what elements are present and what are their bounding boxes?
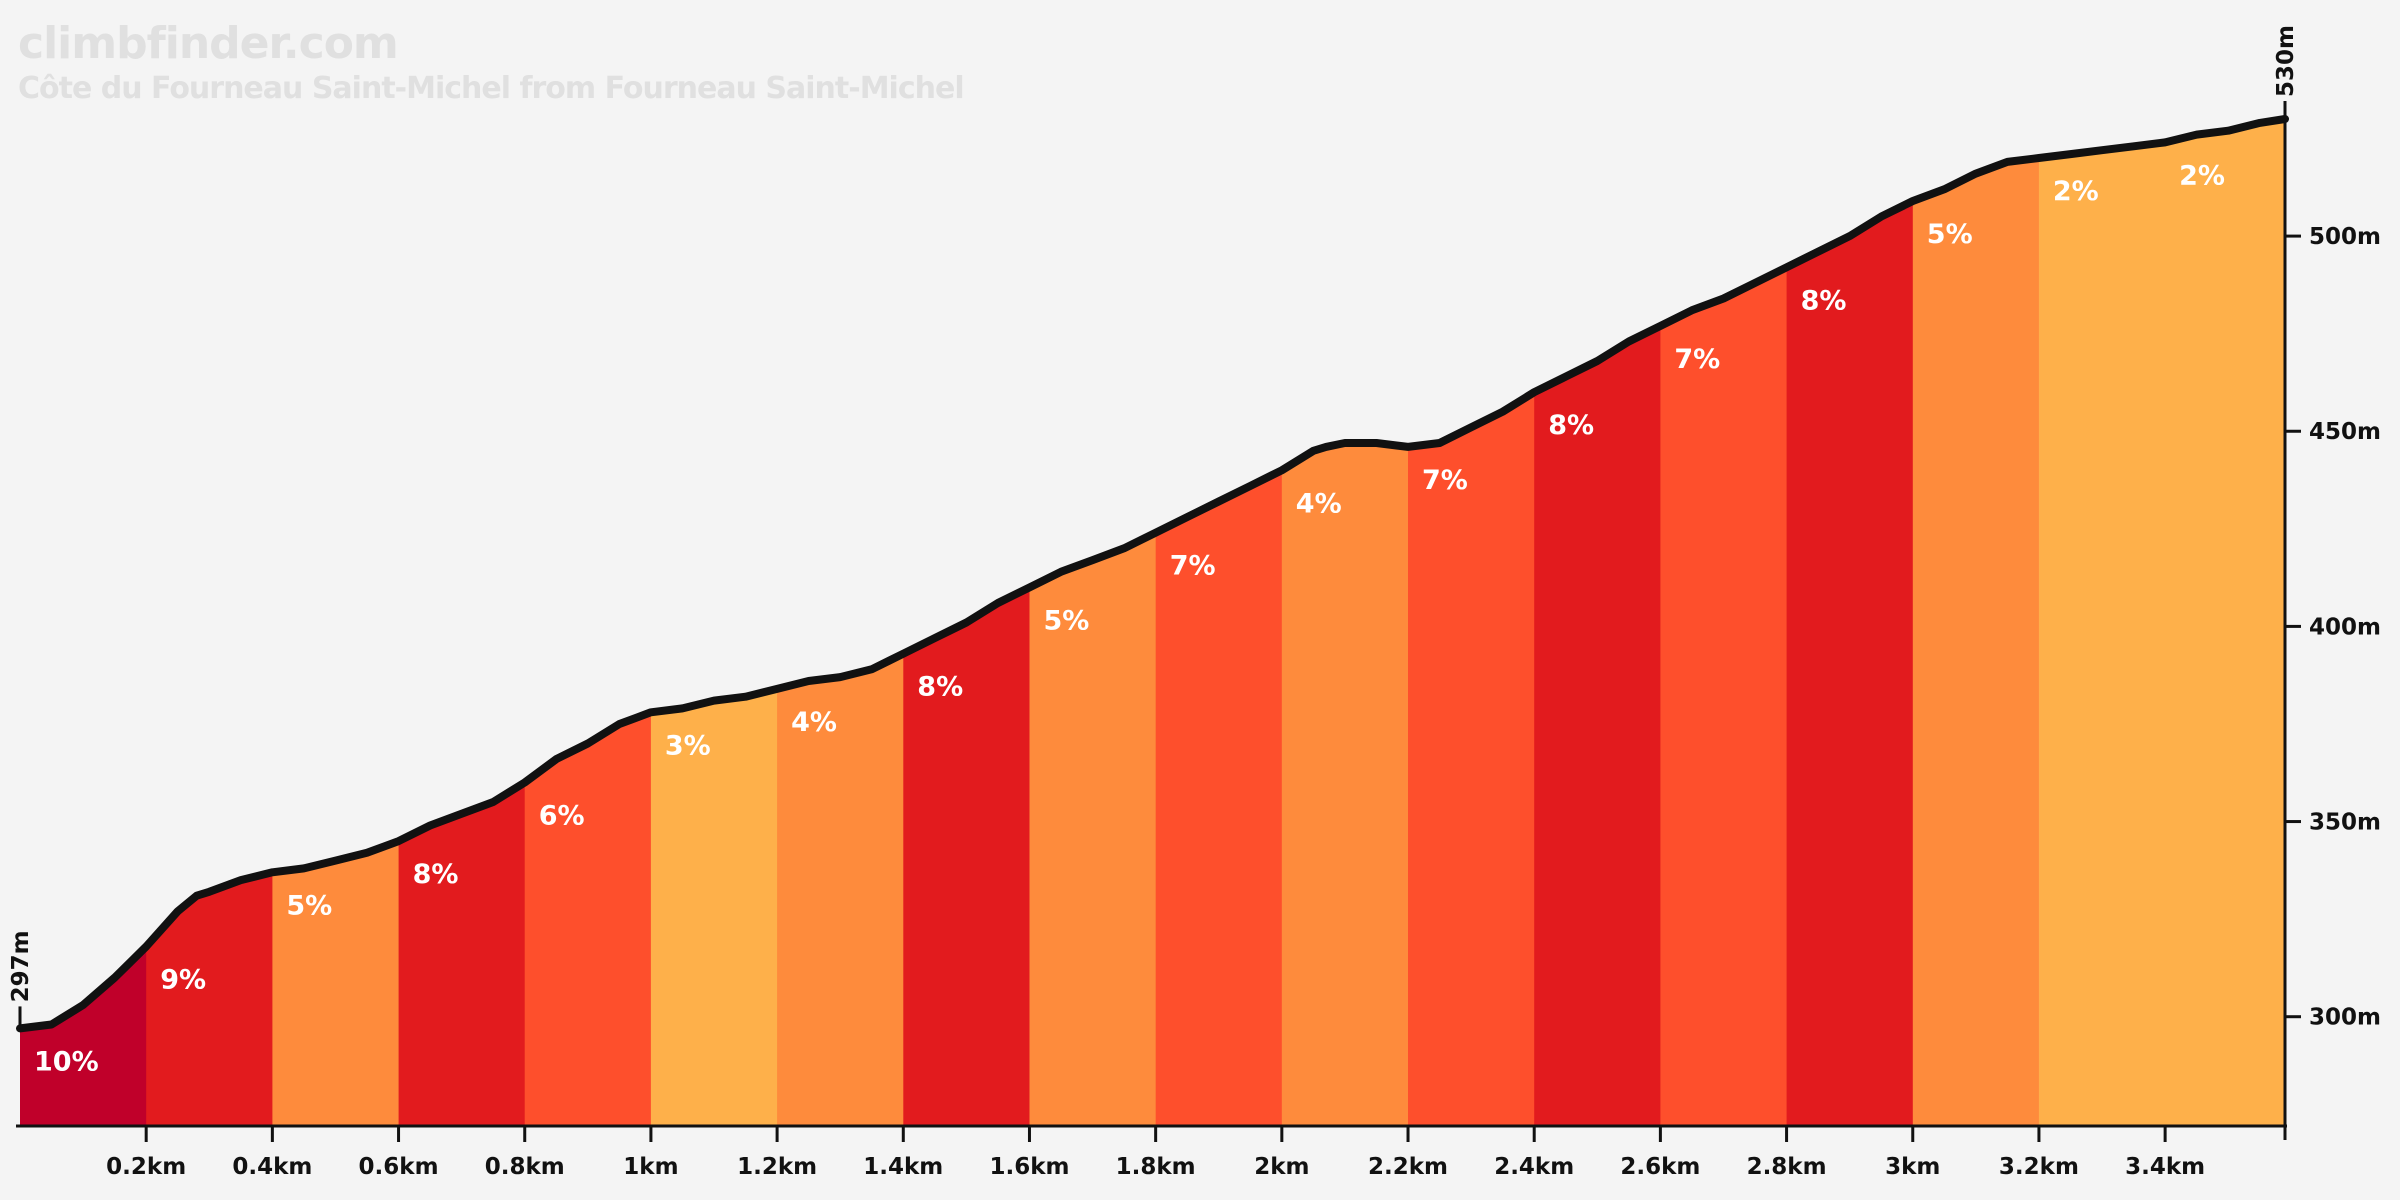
grade-label-6: 3% bbox=[665, 730, 711, 761]
climb-title: Côte du Fourneau Saint-Michel from Fourn… bbox=[18, 71, 964, 106]
grade-label-14: 7% bbox=[1674, 344, 1720, 375]
x-tick-label-15: 3km bbox=[1885, 1154, 1940, 1180]
x-tick-label-3: 0.6km bbox=[359, 1154, 439, 1180]
axes: 0.2km 0.4km 0.6km 0.8km 1km 1.2km 1.4km 1.6km 1.… bbox=[8, 25, 2381, 1180]
x-tick-label-2: 0.4km bbox=[232, 1154, 312, 1180]
grade-segment-18 bbox=[2165, 119, 2285, 1126]
grade-label-13: 8% bbox=[1548, 410, 1594, 441]
y-tick-label-5: 500m bbox=[2309, 224, 2381, 250]
grade-segment-16 bbox=[1912, 119, 2040, 1126]
end-elevation-label: 530m bbox=[2273, 25, 2299, 97]
grade-segment-11 bbox=[1281, 119, 1409, 1126]
x-tick-label-5: 1km bbox=[623, 1154, 678, 1180]
site-name: climbfinder.com bbox=[18, 18, 398, 69]
grade-label-9: 5% bbox=[1044, 605, 1090, 636]
profile-line bbox=[16, 115, 2289, 1033]
grade-segment-7 bbox=[777, 119, 904, 1126]
x-tick-label-17: 3.4km bbox=[2125, 1154, 2205, 1180]
grade-segment-8 bbox=[903, 119, 1031, 1126]
x-tick-label-12: 2.4km bbox=[1494, 1154, 1574, 1180]
grade-label-16: 5% bbox=[1927, 219, 1973, 250]
grade-segment-12 bbox=[1408, 119, 1535, 1126]
x-tick-label-8: 1.6km bbox=[989, 1154, 1069, 1180]
grade-label-4: 8% bbox=[413, 859, 459, 890]
grade-segment-13 bbox=[1534, 119, 1661, 1126]
grade-label-2: 9% bbox=[160, 965, 206, 996]
y-tick-label-3: 400m bbox=[2309, 614, 2381, 640]
grade-labels: 10% 9% 5% 8% 6% 3% 4% 8% 5% 7% 4% 7% 8% 7% 8% 5% 2% 2% bbox=[34, 160, 2225, 1077]
grade-segment-15 bbox=[1786, 119, 1914, 1126]
grade-label-8: 8% bbox=[917, 672, 963, 703]
x-tick-label-1: 0.2km bbox=[106, 1154, 186, 1180]
grade-label-15: 8% bbox=[1801, 285, 1847, 316]
x-tick-label-4: 0.8km bbox=[485, 1154, 565, 1180]
grade-label-12: 7% bbox=[1422, 465, 1468, 496]
grade-segment-1 bbox=[20, 119, 147, 1126]
x-tick-label-10: 2km bbox=[1254, 1154, 1309, 1180]
grade-label-7: 4% bbox=[791, 707, 837, 738]
grade-segment-10 bbox=[1155, 119, 1283, 1126]
grade-segment-5 bbox=[524, 119, 652, 1126]
x-tick-label-11: 2.2km bbox=[1368, 1154, 1448, 1180]
grade-label-5: 6% bbox=[539, 801, 585, 832]
x-tick-label-14: 2.8km bbox=[1747, 1154, 1827, 1180]
grade-segments bbox=[20, 119, 2285, 1126]
grade-segment-14 bbox=[1660, 119, 1788, 1126]
grade-segment-17 bbox=[2038, 119, 2166, 1126]
x-tick-label-16: 3.2km bbox=[1999, 1154, 2079, 1180]
x-tick-label-7: 1.4km bbox=[863, 1154, 943, 1180]
grade-segment-4 bbox=[398, 119, 526, 1126]
start-elevation-label: 297m bbox=[8, 930, 34, 1002]
x-tick-label-13: 2.6km bbox=[1620, 1154, 1700, 1180]
grade-label-1: 10% bbox=[34, 1046, 99, 1077]
grade-segment-6 bbox=[650, 119, 778, 1126]
grade-label-10: 7% bbox=[1170, 551, 1216, 582]
x-tick-label-9: 1.8km bbox=[1116, 1154, 1196, 1180]
y-tick-label-2: 350m bbox=[2309, 810, 2381, 836]
grade-label-17: 2% bbox=[2053, 176, 2099, 207]
grade-label-11: 4% bbox=[1296, 488, 1342, 519]
y-tick-label-1: 300m bbox=[2309, 1005, 2381, 1031]
grade-label-18: 2% bbox=[2179, 160, 2225, 191]
x-tick-label-6: 1.2km bbox=[737, 1154, 817, 1180]
grade-label-3: 5% bbox=[286, 890, 332, 921]
y-tick-label-4: 450m bbox=[2309, 419, 2381, 445]
grade-segment-3 bbox=[272, 119, 400, 1126]
